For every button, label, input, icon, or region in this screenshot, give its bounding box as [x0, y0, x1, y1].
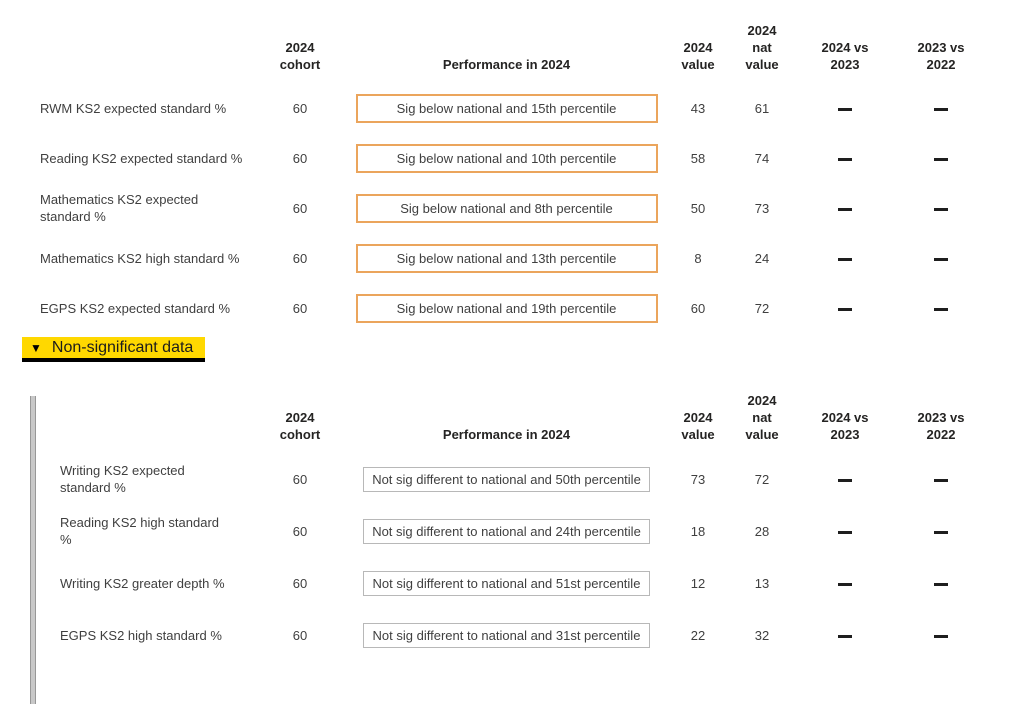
- value-2024: 50: [690, 200, 706, 216]
- nat-value-2024: 32: [754, 627, 770, 643]
- table-row: Mathematics KS2 high standard % 60 Sig b…: [40, 233, 988, 283]
- col-header-cohort: 2024 cohort: [279, 410, 321, 442]
- col-header-cohort: 2024 cohort: [279, 40, 321, 72]
- col-header-nat-value: 2024 nat value: [745, 393, 779, 442]
- no-change-dash-icon: —: [838, 307, 852, 311]
- measure-label: Mathematics KS2 high standard %: [40, 250, 240, 266]
- performance-indicator: Sig below national and 13th percentile: [355, 243, 658, 273]
- measure-label: Writing KS2 greater depth %: [60, 575, 225, 591]
- value-2024: 8: [694, 250, 702, 266]
- col-header-vs-2022: 2023 vs 2022: [917, 40, 965, 72]
- performance-indicator: Sig below national and 15th percentile: [355, 93, 658, 123]
- no-change-dash-icon: —: [838, 107, 852, 111]
- no-change-dash-icon: —: [934, 307, 948, 311]
- measure-label: EGPS KS2 high standard %: [60, 627, 222, 643]
- non-significant-section-toggle[interactable]: ▼ Non-significant data: [22, 337, 206, 362]
- value-2024: 43: [690, 100, 706, 116]
- table-row: Mathematics KS2 expected standard % 60 S…: [40, 183, 988, 233]
- col-header-vs-2023: 2024 vs 2023: [821, 410, 869, 442]
- nat-value-2024: 24: [754, 250, 770, 266]
- no-change-dash-icon: —: [838, 478, 852, 482]
- no-change-dash-icon: —: [934, 530, 948, 534]
- performance-indicator: Not sig different to national and 31st p…: [363, 622, 650, 648]
- no-change-dash-icon: —: [934, 157, 948, 161]
- cohort-value: 60: [292, 150, 308, 166]
- collapse-triangle-icon: ▼: [30, 341, 42, 355]
- nat-value-2024: 13: [754, 575, 770, 591]
- table-row: Writing KS2 expected standard % 60 Not s…: [40, 453, 988, 505]
- col-header-performance: Performance in 2024: [442, 57, 571, 72]
- no-change-dash-icon: —: [934, 582, 948, 586]
- no-change-dash-icon: —: [934, 107, 948, 111]
- no-change-dash-icon: —: [838, 207, 852, 211]
- value-2024: 22: [690, 627, 706, 643]
- col-header-value: 2024 value: [681, 40, 715, 72]
- measure-label: EGPS KS2 expected standard %: [40, 300, 231, 316]
- measure-label: Writing KS2 expected standard %: [60, 463, 185, 495]
- cohort-value: 60: [292, 300, 308, 316]
- performance-indicator: Sig below national and 19th percentile: [355, 293, 658, 323]
- performance-indicator: Sig below national and 8th percentile: [355, 193, 658, 223]
- nat-value-2024: 73: [754, 200, 770, 216]
- value-2024: 18: [690, 523, 706, 539]
- no-change-dash-icon: —: [934, 257, 948, 261]
- non-significant-section: 2024 cohort Performance in 2024 2024 val…: [0, 392, 1023, 704]
- cohort-value: 60: [292, 250, 308, 266]
- cohort-value: 60: [292, 523, 308, 539]
- table-row: Reading KS2 high standard % 60 Not sig d…: [40, 505, 988, 557]
- table-header-row: 2024 cohort Performance in 2024 2024 val…: [40, 392, 988, 443]
- col-header-performance: Performance in 2024: [442, 427, 571, 442]
- non-significant-data-table: 2024 cohort Performance in 2024 2024 val…: [40, 392, 988, 661]
- table-row: RWM KS2 expected standard % 60 Sig below…: [40, 83, 988, 133]
- no-change-dash-icon: —: [934, 207, 948, 211]
- measure-label: Reading KS2 high standard %: [60, 515, 220, 547]
- value-2024: 60: [690, 300, 706, 316]
- cohort-value: 60: [292, 100, 308, 116]
- table-row: Writing KS2 greater depth % 60 Not sig d…: [40, 557, 988, 609]
- table-row: Reading KS2 expected standard % 60 Sig b…: [40, 133, 988, 183]
- cohort-value: 60: [292, 627, 308, 643]
- table-row: EGPS KS2 high standard % 60 Not sig diff…: [40, 609, 988, 661]
- significant-data-table: 2024 cohort Performance in 2024 2024 val…: [40, 22, 988, 333]
- col-header-vs-2023: 2024 vs 2023: [821, 40, 869, 72]
- cohort-value: 60: [292, 471, 308, 487]
- no-change-dash-icon: —: [838, 157, 852, 161]
- no-change-dash-icon: —: [838, 257, 852, 261]
- nat-value-2024: 61: [754, 100, 770, 116]
- measure-label: RWM KS2 expected standard %: [40, 100, 227, 116]
- value-2024: 58: [690, 150, 706, 166]
- table-header-row: 2024 cohort Performance in 2024 2024 val…: [40, 22, 988, 73]
- value-2024: 12: [690, 575, 706, 591]
- measure-label: Mathematics KS2 expected standard %: [40, 192, 199, 224]
- performance-indicator: Not sig different to national and 51st p…: [363, 570, 650, 596]
- no-change-dash-icon: —: [934, 478, 948, 482]
- nat-value-2024: 72: [754, 471, 770, 487]
- performance-indicator: Not sig different to national and 50th p…: [363, 466, 650, 492]
- no-change-dash-icon: —: [838, 582, 852, 586]
- cohort-value: 60: [292, 575, 308, 591]
- nat-value-2024: 74: [754, 150, 770, 166]
- performance-indicator: Sig below national and 10th percentile: [355, 143, 658, 173]
- col-header-value: 2024 value: [681, 410, 715, 442]
- no-change-dash-icon: —: [838, 634, 852, 638]
- performance-indicator: Not sig different to national and 24th p…: [363, 518, 650, 544]
- col-header-vs-2022: 2023 vs 2022: [917, 410, 965, 442]
- nat-value-2024: 28: [754, 523, 770, 539]
- col-header-nat-value: 2024 nat value: [745, 23, 779, 72]
- no-change-dash-icon: —: [934, 634, 948, 638]
- value-2024: 73: [690, 471, 706, 487]
- cohort-value: 60: [292, 200, 308, 216]
- measure-label: Reading KS2 expected standard %: [40, 150, 243, 166]
- section-title: Non-significant data: [51, 339, 194, 356]
- table-row: EGPS KS2 expected standard % 60 Sig belo…: [40, 283, 988, 333]
- no-change-dash-icon: —: [838, 530, 852, 534]
- section-scrollbar[interactable]: [30, 396, 36, 704]
- nat-value-2024: 72: [754, 300, 770, 316]
